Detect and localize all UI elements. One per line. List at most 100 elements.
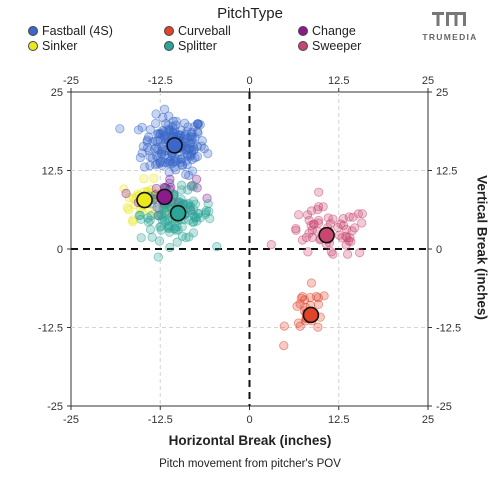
pitch-point-splitter — [204, 206, 214, 216]
pitch-point-fastball-4s — [203, 148, 213, 159]
pitch-point-sweeper — [328, 249, 338, 259]
pitch-point-fastball-4s — [142, 135, 152, 145]
legend-label-splitter: Splitter — [178, 39, 217, 53]
pitch-point-fastball-4s — [145, 125, 155, 135]
pitch-point-fastball-4s — [155, 158, 165, 168]
x-tick-label-bottom: -12.5 — [148, 414, 173, 426]
pitch-point-sweeper — [348, 212, 358, 222]
pitch-point-sweeper — [318, 202, 328, 212]
pitch-point-fastball-4s — [152, 159, 162, 169]
x-tick-label-top: 0 — [246, 75, 252, 87]
pitch-point-curveball — [293, 318, 304, 328]
pitch-point-sweeper — [314, 187, 324, 197]
pitch-point-sweeper — [306, 206, 317, 216]
pitch-point-splitter — [136, 233, 146, 243]
y-tick-label-left: 0 — [57, 244, 63, 256]
pitch-point-splitter — [172, 237, 182, 247]
pitch-point-sweeper — [306, 220, 316, 231]
pitch-point-curveball — [313, 322, 323, 332]
pitch-point-sweeper — [291, 223, 301, 234]
pitch-point-sweeper — [313, 202, 324, 212]
trumedia-logo-text: TRUMEDIA — [422, 32, 478, 42]
legend-swatch-fastball — [28, 26, 38, 36]
pitch-point-splitter — [156, 225, 166, 235]
y-tick-label-left: -12.5 — [38, 323, 63, 335]
pitch-point-splitter — [203, 199, 213, 209]
pitch-point-sweeper — [341, 231, 351, 241]
pitch-point-sweeper — [339, 220, 349, 231]
pitch-point-sweeper — [353, 209, 363, 219]
pitch-point-curveball — [313, 299, 324, 309]
pitch-point-fastball-4s — [160, 104, 170, 114]
pitch-point-splitter — [153, 252, 163, 262]
pitch-point-splitter — [193, 208, 204, 218]
y-tick-label-right: -12.5 — [436, 323, 461, 335]
pitch-point-fastball-4s — [151, 109, 161, 119]
pitch-point-splitter — [205, 214, 215, 224]
pitch-point-fastball-4s — [182, 127, 192, 137]
legend-label-sweeper: Sweeper — [312, 39, 362, 53]
pitch-point-splitter — [185, 204, 195, 215]
legend-swatch-sinker — [28, 41, 38, 51]
chart-caption: Pitch movement from pitcher's POV — [159, 458, 341, 470]
pitch-point-splitter — [147, 232, 157, 242]
pitch-point-change — [165, 174, 175, 184]
legend-swatch-curveball — [164, 26, 174, 36]
pitch-point-splitter — [160, 216, 170, 226]
pitch-point-splitter — [183, 185, 193, 195]
x-tick-label-bottom: -25 — [63, 414, 79, 426]
pitch-point-fastball-4s — [188, 138, 198, 148]
pitch-point-sweeper — [342, 249, 353, 259]
pitch-point-fastball-4s — [148, 137, 158, 147]
pitch-point-splitter — [176, 185, 187, 195]
legend-swatch-change — [298, 26, 308, 36]
y-tick-label-right: 25 — [436, 87, 448, 99]
pitch-point-splitter — [145, 224, 156, 235]
legend-swatch-splitter — [164, 41, 174, 51]
pitch-point-splitter — [164, 224, 174, 234]
pitch-point-sweeper — [301, 232, 311, 243]
pitch-point-splitter — [134, 210, 144, 221]
y-tick-label-left: -25 — [47, 401, 63, 413]
pitch-point-fastball-4s — [192, 119, 203, 129]
average-marker-fastball-4s — [166, 137, 183, 154]
average-marker-curveball — [302, 306, 320, 324]
pitch-point-fastball-4s — [199, 144, 209, 154]
pitch-point-splitter — [165, 242, 175, 253]
y-tick-label-left: 25 — [51, 87, 63, 99]
x-tick-label-bottom: 12.5 — [328, 414, 349, 426]
pitch-point-splitter — [143, 217, 153, 227]
pitch-point-splitter — [174, 196, 184, 207]
average-marker-change — [156, 188, 173, 206]
trumedia-logo: TRUMEDIA — [420, 10, 480, 44]
x-tick-label-top: -25 — [63, 75, 79, 87]
pitch-point-fastball-4s — [115, 124, 125, 134]
pitch-point-curveball — [319, 291, 329, 301]
pitch-point-splitter — [192, 216, 202, 226]
legend-label-curveball: Curveball — [178, 24, 231, 38]
legend-label-fastball: Fastball (4S) — [42, 24, 113, 38]
pitch-point-sinker — [119, 184, 129, 194]
pitch-point-fastball-4s — [140, 162, 150, 172]
pitch-point-fastball-4s — [155, 135, 165, 145]
pitch-point-sweeper — [294, 210, 304, 220]
pitch-point-sweeper — [328, 214, 338, 224]
pitch-point-sinker — [149, 173, 159, 183]
pitch-point-fastball-4s — [171, 154, 181, 164]
pitch-point-fastball-4s — [177, 160, 187, 170]
pitch-point-sweeper — [333, 222, 343, 232]
average-marker-sweeper — [318, 226, 335, 244]
x-axis-label: Horizontal Break (inches) — [168, 433, 332, 448]
pitch-point-splitter — [212, 242, 222, 252]
pitch-point-sweeper — [338, 214, 348, 224]
legend: Fastball (4S) Curveball Change Sinker Sp… — [28, 24, 408, 54]
pitch-point-splitter — [181, 233, 191, 243]
average-marker-sinker — [136, 191, 153, 209]
y-tick-label-right: 12.5 — [436, 166, 457, 178]
pitch-point-curveball — [279, 321, 289, 331]
pitch-point-fastball-4s — [133, 125, 144, 135]
pitch-point-fastball-4s — [135, 152, 145, 163]
pitch-point-splitter — [154, 236, 165, 246]
pitch-point-fastball-4s — [153, 144, 163, 155]
